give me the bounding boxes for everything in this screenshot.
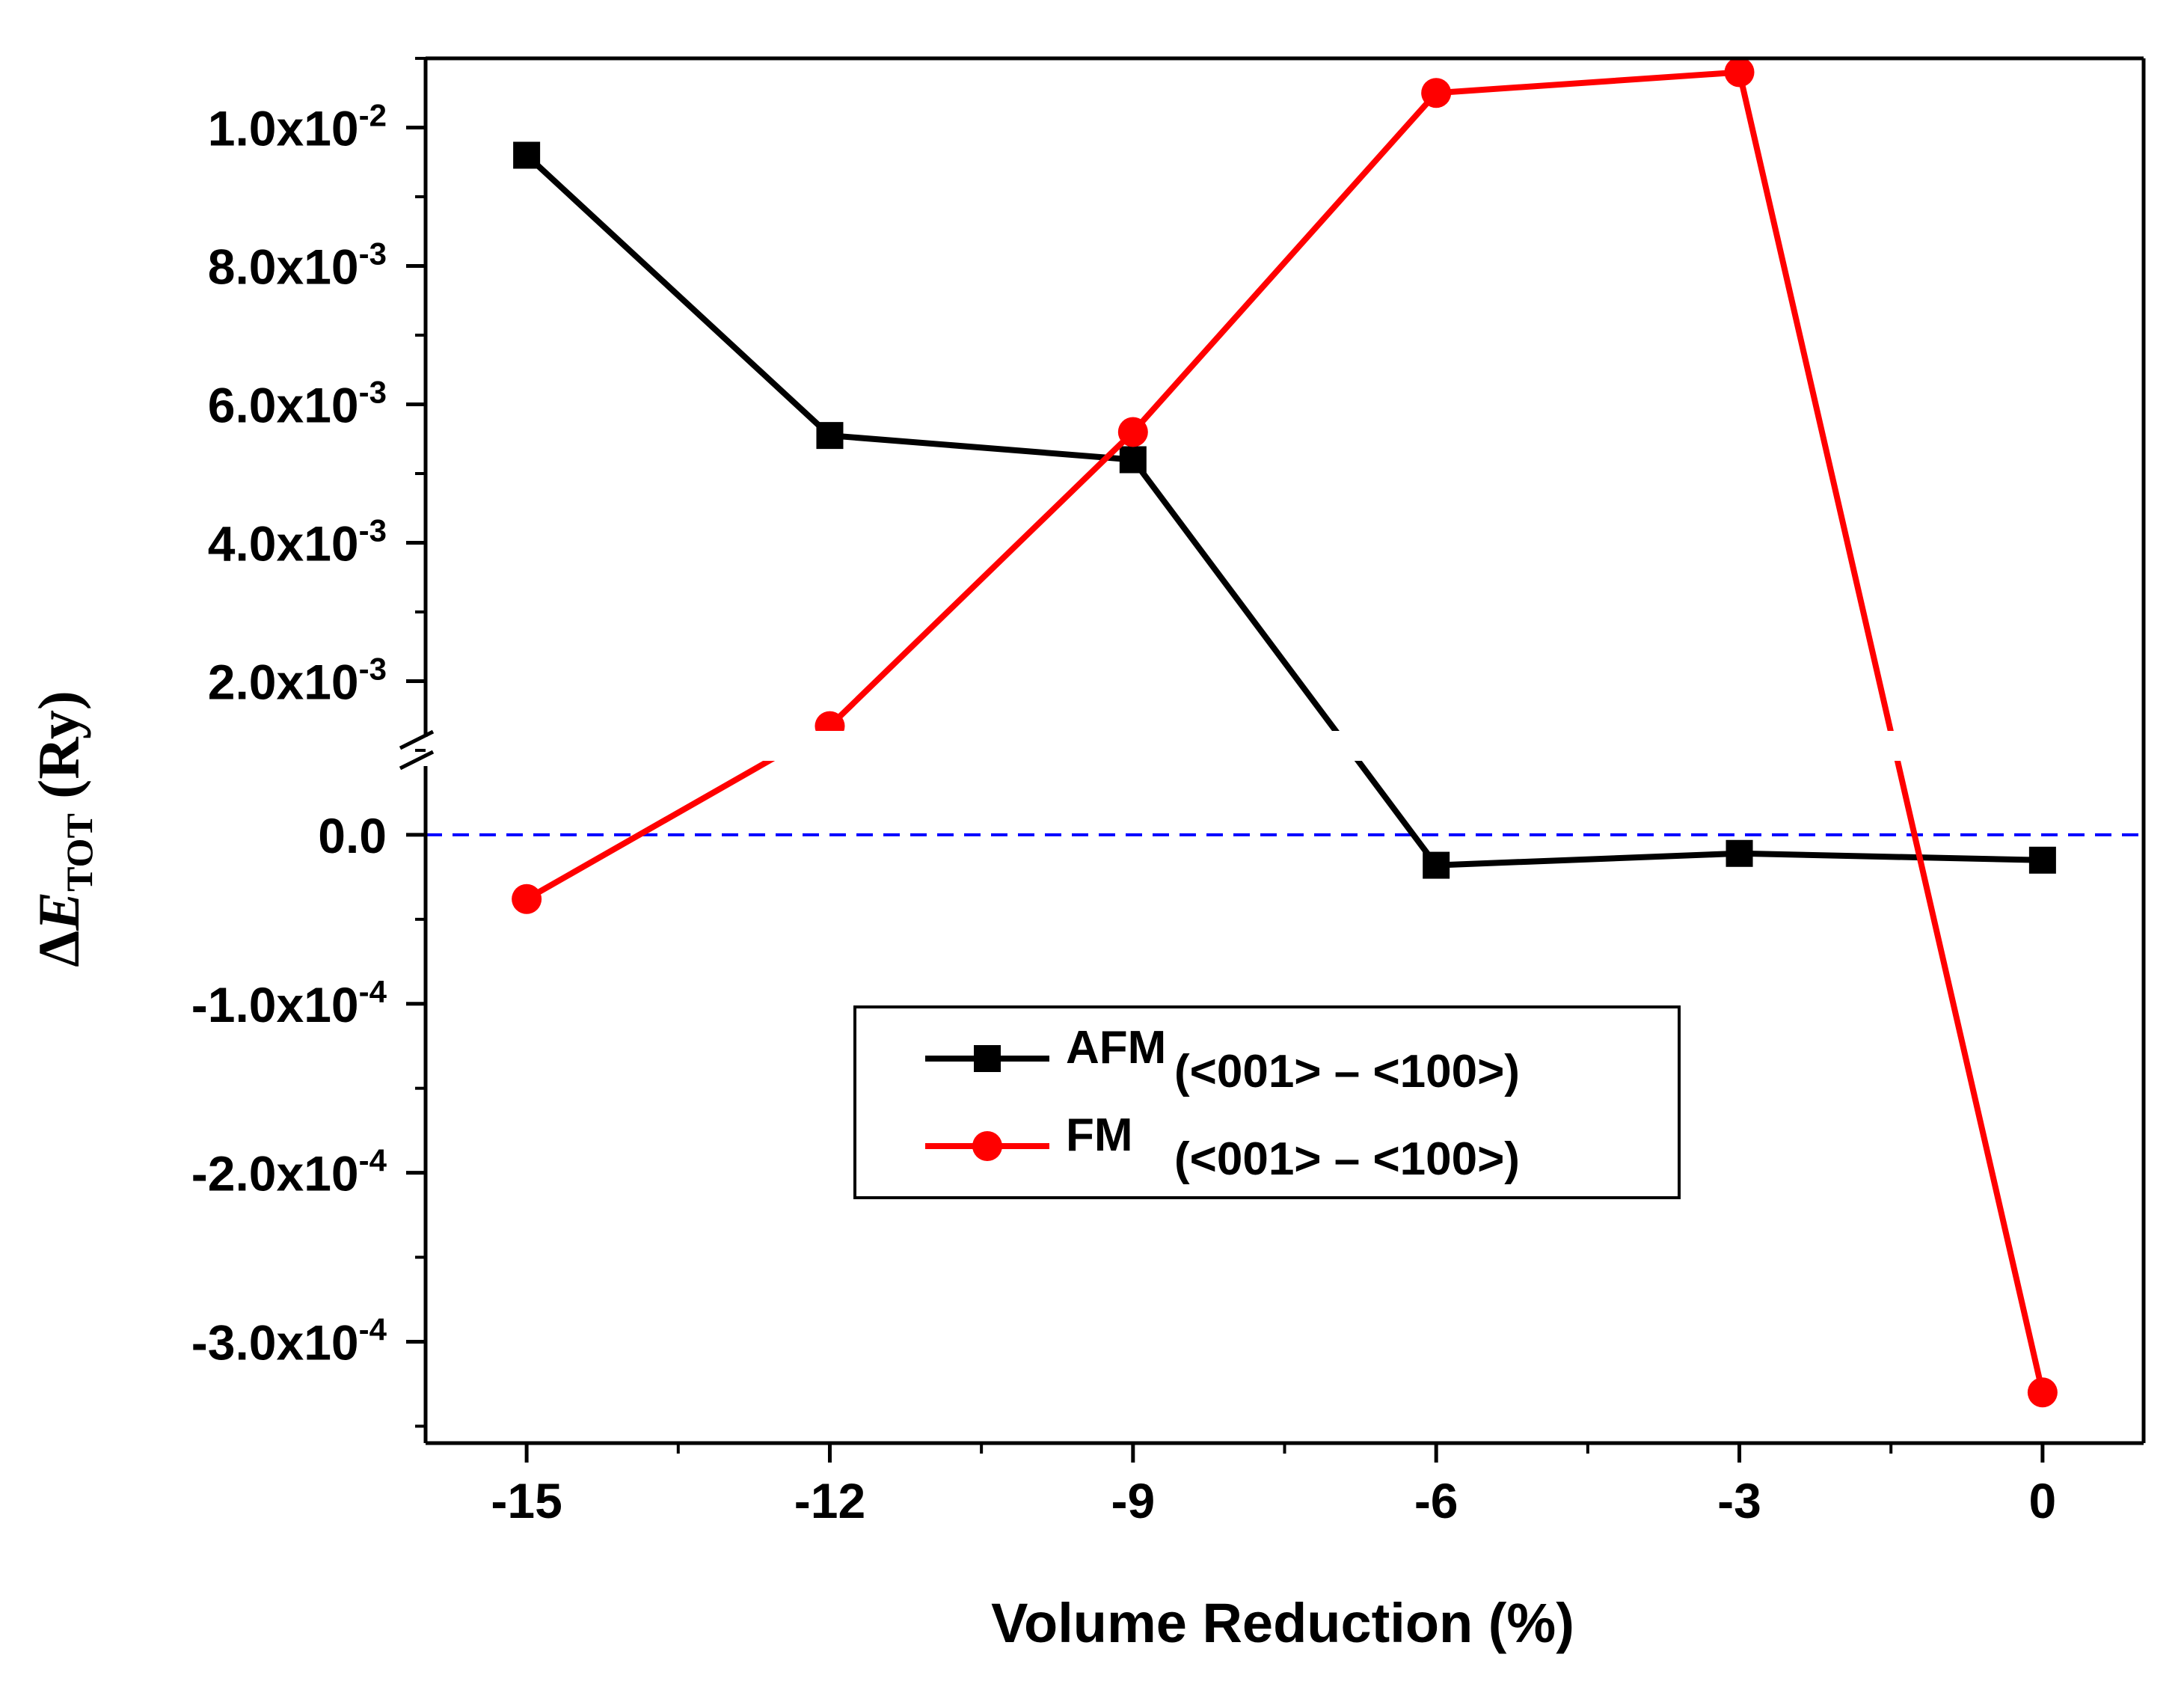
axis-break-gap (430, 731, 2139, 761)
data-point-afm (1726, 839, 1753, 867)
data-point-afm (1119, 446, 1147, 474)
y-tick-label: 0.0 (318, 808, 387, 863)
y-tick-label: 4.0x10-3 (208, 513, 387, 572)
legend-marker-fm (972, 1131, 1002, 1161)
data-point-fm (1724, 57, 1755, 88)
data-point-fm (1117, 417, 1148, 447)
legend-label-fm: FM (1066, 1109, 1133, 1161)
data-point-afm (816, 422, 844, 450)
y-tick-label: 2.0x10-3 (208, 652, 387, 710)
axis-break-mark (399, 750, 435, 771)
legend: AFM (<001> – <100>)FM (<001> – <100>) (853, 1005, 1681, 1199)
axes-layer: -15 -12 -9 -6 -3 0 -3.0x10-4 -2.0x10-4 -1.0x10-4… (191, 56, 2146, 1528)
series-line-afm (524, 153, 2043, 869)
legend-label-range: (<001> – <100>) (1174, 1133, 1520, 1185)
x-tick-label: -9 (1111, 1473, 1155, 1528)
data-point-fm (512, 884, 542, 914)
y-tick-label: 6.0x10-3 (208, 375, 387, 433)
legend-label-afm: AFM (1066, 1022, 1166, 1074)
x-tick-label: 0 (2029, 1473, 2057, 1528)
data-point-afm (513, 141, 541, 169)
y-tick-label: -3.0x10-4 (191, 1311, 387, 1370)
x-axis-title: Volume Reduction (%) (991, 1592, 1574, 1654)
x-tick-label: -12 (794, 1473, 865, 1528)
y-tick-label: -1.0x10-4 (191, 974, 387, 1032)
x-tick-label: -15 (491, 1473, 562, 1528)
data-point-fm (2027, 1377, 2058, 1408)
legend-label-range: (<001> – <100>) (1174, 1046, 1520, 1097)
y-tick-label: 8.0x10-3 (208, 236, 387, 295)
x-tick-label: -6 (1414, 1473, 1458, 1528)
series-layer (426, 57, 2144, 1408)
y-axis-title: ΔETOT (Ry) (26, 691, 100, 967)
legend-box (853, 1005, 1681, 1199)
data-point-fm (1421, 78, 1452, 108)
data-point-afm (2028, 846, 2056, 874)
legend-marker-afm (974, 1045, 1001, 1072)
axis-break-mark (399, 729, 435, 750)
y-tick-label: 1.0x10-2 (208, 98, 387, 156)
x-tick-label: -3 (1717, 1473, 1761, 1528)
data-point-afm (1423, 851, 1450, 879)
series-afm (513, 141, 2056, 879)
y-tick-label: -2.0x10-4 (191, 1143, 387, 1201)
